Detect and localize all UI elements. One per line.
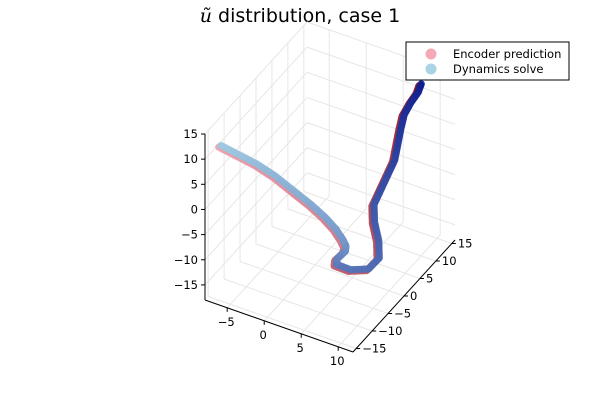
z-tick-label: −15 (174, 278, 198, 292)
gridline-z-back (306, 46, 456, 100)
gridline-z-back (306, 122, 456, 176)
gridline-z-left (204, 147, 308, 261)
chart-title-text: distribution, case 1 (212, 5, 400, 27)
z-tick-label: −5 (181, 228, 198, 242)
z-tick-label: 5 (191, 177, 198, 191)
y-tick-label: −10 (378, 324, 402, 338)
z-tick-label: 15 (183, 127, 198, 141)
x-axis-line (204, 299, 354, 353)
gridline-z-left (204, 97, 308, 210)
z-tick-label: 0 (191, 202, 198, 216)
gridline-z-back (306, 96, 456, 150)
gridline-y-floor (208, 296, 357, 349)
series-layer (215, 80, 425, 276)
y-tick-label: 15 (458, 237, 473, 251)
data-point (217, 141, 225, 150)
y-tick-label: −5 (394, 307, 411, 321)
y-tick-label: 10 (442, 254, 457, 268)
legend-label-encoder: Encoder prediction (453, 47, 561, 61)
chart-title: ũ distribution, case 1 (200, 5, 400, 27)
legend-label-dynamics: Dynamics solve (453, 62, 543, 76)
gridline-z-left (204, 71, 308, 185)
gridline-y-floor (239, 261, 389, 314)
series-encoder-prediction (215, 82, 423, 276)
legend: Encoder prediction Dynamics solve (405, 41, 570, 81)
z-tick-label: −10 (174, 253, 198, 267)
series-dynamics-solve (217, 80, 425, 274)
x-tick-label: 10 (330, 354, 345, 368)
x-tick-label: 5 (297, 341, 304, 355)
gridline-z-back (306, 172, 456, 226)
legend-marker-dynamics (425, 63, 437, 75)
y-tick-label: 0 (410, 289, 417, 303)
gridline-y-floor (287, 208, 437, 262)
x-tick-label: 0 (260, 328, 267, 342)
y-tick-label: −15 (362, 342, 386, 356)
x-tick-label: −5 (218, 315, 235, 329)
z-tick-label: 10 (183, 152, 198, 166)
y-tick-label: 5 (426, 272, 433, 286)
gridline-z-back (306, 71, 456, 125)
gridline-y-floor (223, 278, 373, 332)
gridline-z-left (204, 122, 308, 235)
gridline-y-floor (255, 243, 405, 297)
gridline-z-left (204, 46, 308, 160)
axis-layer (201, 133, 456, 353)
gridline-z-back (306, 147, 456, 201)
chart-title-symbol: ũ (200, 5, 212, 27)
legend-marker-encoder (425, 48, 437, 60)
gridline-z-left (204, 21, 308, 135)
